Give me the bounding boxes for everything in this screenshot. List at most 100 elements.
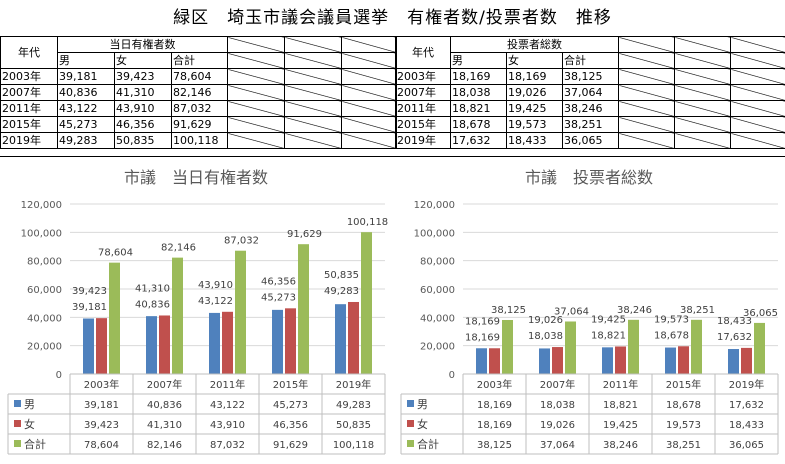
data-label: 87,032 <box>224 236 259 247</box>
bar-male <box>335 304 346 374</box>
bar-male <box>539 348 550 374</box>
table-value: 18,038 <box>540 400 575 411</box>
empty-cell <box>285 133 342 149</box>
bar-female <box>489 348 500 374</box>
table-value: 19,573 <box>666 420 701 431</box>
row-year: 2015年 <box>1 117 58 133</box>
empty-cell <box>285 117 342 133</box>
col-header-female: 女 <box>115 53 172 69</box>
table-value: 82,146 <box>147 440 182 451</box>
bar-total <box>172 258 183 374</box>
table-value: 19,425 <box>603 420 638 431</box>
bar-total <box>298 244 309 374</box>
bar-female <box>615 346 626 374</box>
table-value: 37,064 <box>540 440 575 451</box>
legend-label: 女 <box>24 417 35 431</box>
y-tick-label: 40,000 <box>27 313 62 324</box>
x-tick-label: 2015年 <box>666 378 701 391</box>
bar-male <box>83 318 94 374</box>
bar-total <box>502 320 513 374</box>
table-value: 17,632 <box>729 400 764 411</box>
data-label: 91,629 <box>287 229 322 240</box>
group-header: 当日有権者数 <box>58 37 228 53</box>
bar-male <box>476 348 487 374</box>
chart-title: 市議 投票者総数 <box>393 164 785 188</box>
data-label: 19,573 <box>654 314 689 325</box>
col-header-total: 合計 <box>172 53 228 69</box>
empty-cell <box>619 69 675 85</box>
data-label: 18,433 <box>717 316 752 327</box>
row-value: 19,573 <box>507 117 563 133</box>
bar-total <box>691 320 702 374</box>
empty-cell <box>619 101 675 117</box>
bar-total <box>235 251 246 374</box>
row-value: 40,836 <box>58 85 115 101</box>
y-tick-label: 80,000 <box>420 257 455 268</box>
row-year: 2011年 <box>396 101 451 117</box>
row-year: 2011年 <box>1 101 58 117</box>
data-label: 17,632 <box>717 332 752 343</box>
y-tick-label: 0 <box>449 370 455 381</box>
y-tick-label: 0 <box>56 370 62 381</box>
empty-cell <box>342 117 397 133</box>
group-header: 投票者総数 <box>451 37 619 53</box>
col-header-total: 合計 <box>563 53 619 69</box>
bar-total <box>628 320 639 374</box>
data-label: 45,273 <box>261 292 296 303</box>
legend-label: 男 <box>417 398 428 411</box>
table-value: 78,604 <box>84 440 119 451</box>
table-value: 18,433 <box>729 420 764 431</box>
table-value: 46,356 <box>273 420 308 431</box>
empty-cell <box>342 133 397 149</box>
empty-cell <box>342 69 397 85</box>
row-year: 2019年 <box>1 133 58 149</box>
empty-cell <box>228 53 285 69</box>
x-tick-label: 2019年 <box>729 378 764 391</box>
empty-cell <box>342 101 397 117</box>
empty-cell <box>285 85 342 101</box>
era-header: 年代 <box>396 37 451 69</box>
legend-swatch <box>14 440 21 447</box>
empty-cell <box>731 133 785 149</box>
y-tick-label: 120,000 <box>21 200 62 211</box>
col-header-male: 男 <box>58 53 115 69</box>
row-year: 2007年 <box>396 85 451 101</box>
table-value: 43,122 <box>210 400 245 411</box>
empty-cell <box>619 53 675 69</box>
table-value: 39,181 <box>84 400 119 411</box>
col-header-male: 男 <box>451 53 507 69</box>
bar-male <box>728 349 739 374</box>
y-tick-label: 80,000 <box>27 257 62 268</box>
empty-cell <box>731 69 785 85</box>
row-value: 87,032 <box>172 101 228 117</box>
data-label: 49,283 <box>324 286 359 297</box>
bar-female <box>552 347 563 374</box>
x-tick-label: 2011年 <box>603 378 638 391</box>
row-year: 2015年 <box>396 117 451 133</box>
x-tick-label: 2015年 <box>273 378 308 391</box>
row-value: 91,629 <box>172 117 228 133</box>
x-tick-label: 2007年 <box>147 378 182 391</box>
row-year: 2007年 <box>1 85 58 101</box>
table-value: 40,836 <box>147 400 182 411</box>
row-value: 43,122 <box>58 101 115 117</box>
table-value: 18,678 <box>666 400 701 411</box>
data-label: 18,678 <box>654 330 689 341</box>
table-value: 36,065 <box>729 440 764 451</box>
table-value: 39,423 <box>84 420 119 431</box>
row-value: 18,169 <box>507 69 563 85</box>
row-value: 19,026 <box>507 85 563 101</box>
page-title: 緑区 埼玉市議会議員選挙 有権者数/投票者数 推移 <box>0 3 785 28</box>
empty-cell <box>731 37 785 53</box>
table-value: 49,283 <box>336 400 371 411</box>
data-label: 43,910 <box>198 280 233 291</box>
table-value: 18,169 <box>477 420 512 431</box>
empty-cell <box>731 117 785 133</box>
data-label: 18,169 <box>465 316 500 327</box>
data-label: 78,604 <box>98 248 133 259</box>
row-value: 37,064 <box>563 85 619 101</box>
empty-cell <box>619 85 675 101</box>
data-label: 50,835 <box>324 270 359 281</box>
